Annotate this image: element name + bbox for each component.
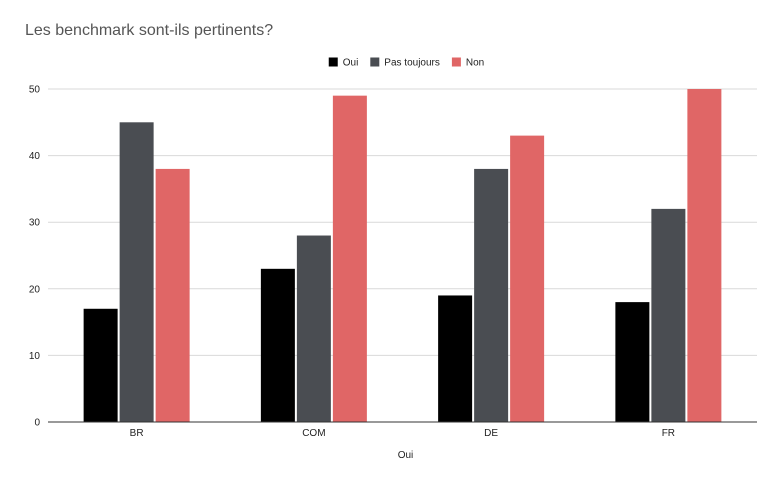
bars (83, 89, 722, 423)
y-tick-label: 0 (34, 418, 40, 429)
x-tick-label: COM (302, 428, 325, 439)
bar-pas-toujours-de (474, 168, 509, 422)
bar-oui-br (83, 308, 118, 422)
legend-label: Non (466, 58, 484, 69)
x-axis-title: Oui (398, 450, 414, 461)
legend-label: Oui (343, 58, 359, 69)
bar-non-fr (687, 89, 722, 422)
y-tick-label: 30 (29, 218, 41, 229)
y-tick-label: 40 (29, 151, 41, 162)
y-tick-label: 20 (29, 284, 41, 295)
chart-title: Les benchmark sont-ils pertinents? (25, 22, 274, 39)
axes: 0 10 20 30 40 50 BR COM DE FR Oui (29, 85, 757, 461)
x-tick-label: BR (130, 428, 144, 439)
legend-swatch (328, 57, 338, 67)
bar-non-com (332, 95, 367, 422)
legend: Oui Pas toujours Non (328, 57, 484, 69)
bar-non-br (155, 168, 190, 422)
bar-pas-toujours-br (119, 122, 154, 423)
bar-pas-toujours-fr (651, 208, 686, 422)
bar-oui-com (260, 268, 295, 422)
bar-oui-fr (615, 302, 650, 422)
bar-oui-de (438, 295, 473, 422)
legend-swatch (451, 57, 461, 67)
bar-non-de (510, 135, 545, 422)
x-tick-label: DE (484, 428, 498, 439)
y-tick-label: 50 (29, 85, 41, 96)
x-tick-label: FR (662, 428, 675, 439)
legend-label: Pas toujours (384, 58, 440, 69)
y-tick-label: 10 (29, 351, 41, 362)
bar-pas-toujours-com (296, 235, 331, 422)
legend-swatch (370, 57, 380, 67)
gridlines (48, 88, 757, 356)
